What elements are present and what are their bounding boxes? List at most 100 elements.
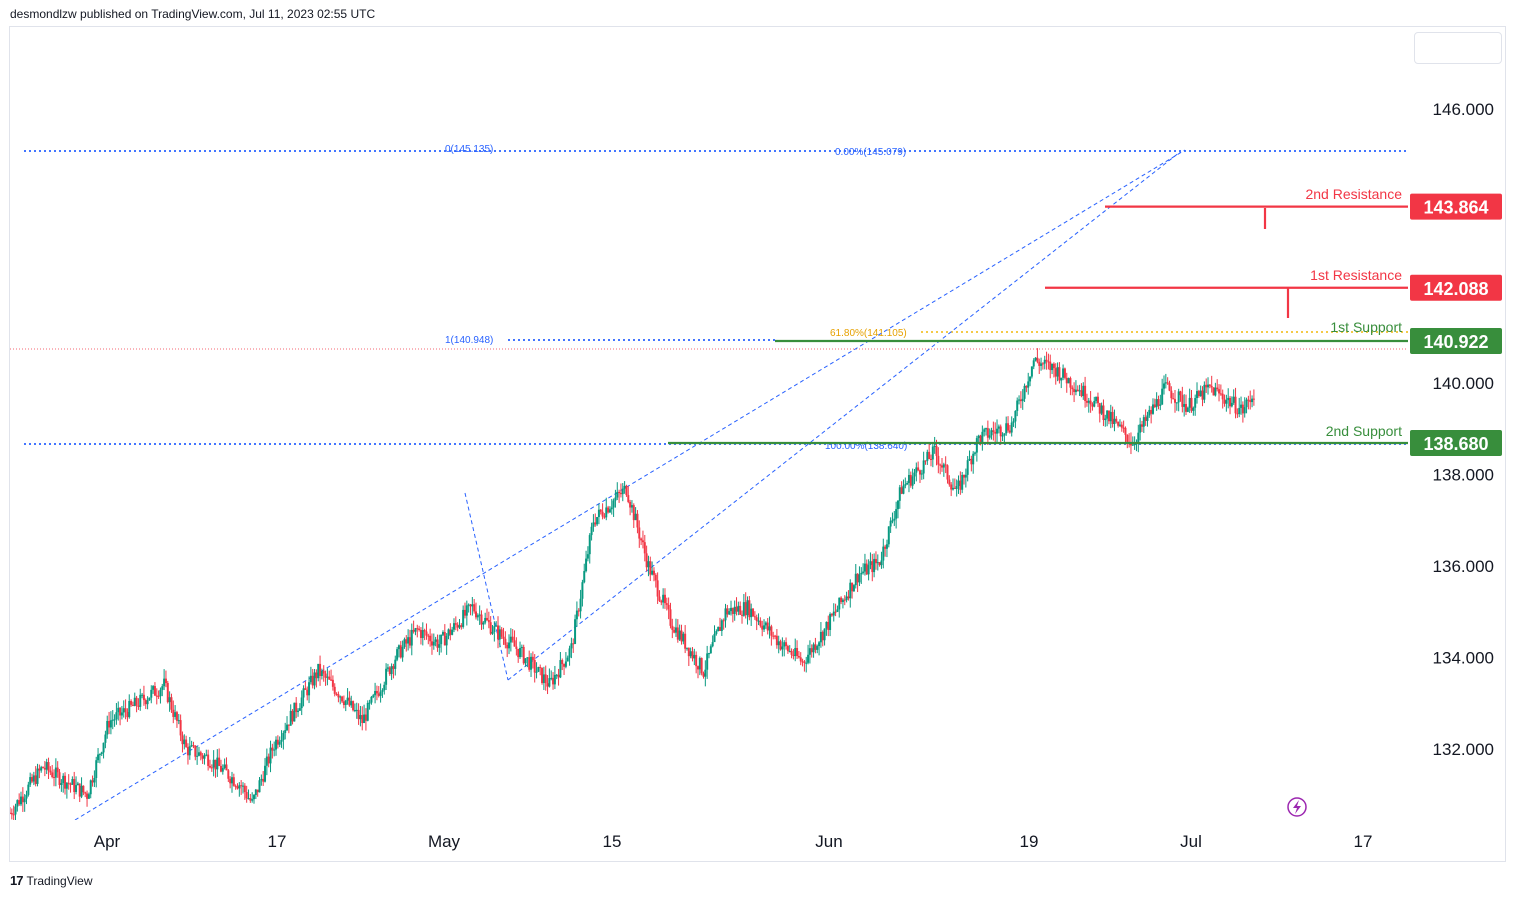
- candle-body: [1107, 410, 1110, 422]
- candle-body: [326, 676, 329, 678]
- candle: [1027, 372, 1030, 395]
- candle: [1036, 348, 1039, 364]
- candle: [372, 693, 375, 699]
- candle: [1034, 357, 1037, 362]
- fib-label: 0.00%(145.079): [835, 147, 906, 158]
- candle: [924, 460, 927, 465]
- candle: [819, 622, 822, 648]
- candle: [1139, 417, 1142, 441]
- candle: [812, 642, 815, 658]
- candle-body: [619, 493, 622, 495]
- candle-body: [234, 785, 237, 787]
- candle: [522, 644, 525, 665]
- candle-body: [498, 629, 501, 640]
- candle-body: [667, 604, 670, 610]
- level-name-label: 1st Support: [1330, 319, 1402, 335]
- candle-body: [669, 609, 672, 626]
- candle-body: [95, 760, 98, 778]
- candle: [205, 749, 208, 757]
- candle-body: [544, 674, 547, 684]
- candle-body: [979, 435, 982, 443]
- candle: [106, 715, 109, 739]
- candle: [621, 483, 624, 502]
- candle: [427, 633, 430, 645]
- candle-body: [286, 724, 289, 731]
- candle-body: [700, 658, 703, 674]
- candle-body: [781, 646, 784, 650]
- candle-body: [333, 686, 336, 694]
- candle: [18, 793, 21, 806]
- candle: [753, 611, 756, 620]
- chart-toolbar-box[interactable]: [1414, 32, 1502, 64]
- candle: [691, 647, 694, 662]
- candle-body: [1100, 405, 1103, 414]
- level-1st-support[interactable]: 1st Support 140.922: [775, 319, 1502, 354]
- candle-body: [374, 690, 377, 696]
- level-1st-resistance[interactable]: 1st Resistance 142.088: [1045, 267, 1502, 318]
- candle-body: [152, 686, 155, 690]
- candle-body: [968, 458, 971, 461]
- candle-body: [752, 608, 755, 617]
- candle-body: [475, 611, 477, 618]
- candle-body: [636, 513, 639, 528]
- candle-body: [766, 622, 769, 631]
- candle-body: [460, 625, 463, 627]
- y-axis: 146.000 140.000 138.000 136.000 134.000 132.0…: [1433, 100, 1494, 759]
- chart-frame: [9, 26, 1506, 862]
- candle-body: [401, 646, 404, 658]
- level-2nd-resistance[interactable]: 2nd Resistance 143.864: [1105, 186, 1502, 229]
- candle-body: [267, 756, 270, 764]
- candlestick-series: [10, 348, 1255, 820]
- candle: [473, 599, 476, 614]
- candle-body: [830, 614, 833, 616]
- candle-body: [308, 682, 311, 696]
- candle-body: [702, 673, 705, 677]
- candle-body: [335, 693, 338, 695]
- candle-body: [212, 759, 215, 768]
- candle-body: [608, 509, 611, 513]
- candle-body: [361, 715, 364, 724]
- candle: [1054, 363, 1057, 385]
- candle: [926, 449, 929, 465]
- lightning-icon[interactable]: [1287, 797, 1307, 817]
- fib-label: 1(140.948): [445, 335, 493, 346]
- candle: [234, 784, 237, 790]
- candle-body: [119, 707, 122, 716]
- candle: [1007, 416, 1010, 433]
- candle: [190, 740, 193, 748]
- level-2nd-support[interactable]: 2nd Support 138.680: [668, 423, 1502, 456]
- candle: [889, 517, 892, 533]
- candle-body: [1219, 393, 1222, 395]
- y-tick-label: 140.000: [1433, 374, 1494, 393]
- candle-body: [142, 694, 145, 701]
- candle-body: [821, 631, 824, 641]
- candle-body: [128, 700, 131, 718]
- candle-body: [34, 775, 37, 784]
- candle-body: [682, 633, 685, 642]
- candle-body: [557, 674, 560, 678]
- candle-body: [236, 786, 239, 789]
- candle: [385, 663, 388, 690]
- candle-body: [599, 509, 602, 512]
- candle: [183, 734, 186, 750]
- candle: [201, 753, 204, 764]
- candle: [203, 753, 206, 765]
- candle: [278, 736, 281, 748]
- candle: [717, 626, 720, 632]
- candle-body: [1174, 399, 1176, 403]
- candle-body: [242, 785, 244, 787]
- candle: [671, 618, 674, 639]
- candle: [397, 644, 400, 658]
- candle-body: [429, 635, 432, 642]
- candle: [115, 703, 118, 725]
- candle-body: [931, 446, 934, 460]
- candle-body: [1096, 396, 1099, 404]
- candle-body: [1218, 389, 1221, 394]
- candle: [232, 773, 235, 787]
- candle-body: [1133, 444, 1136, 446]
- candle: [460, 623, 463, 630]
- candle-body: [641, 540, 644, 543]
- candle: [693, 648, 696, 666]
- x-tick-label: 17: [1354, 832, 1373, 851]
